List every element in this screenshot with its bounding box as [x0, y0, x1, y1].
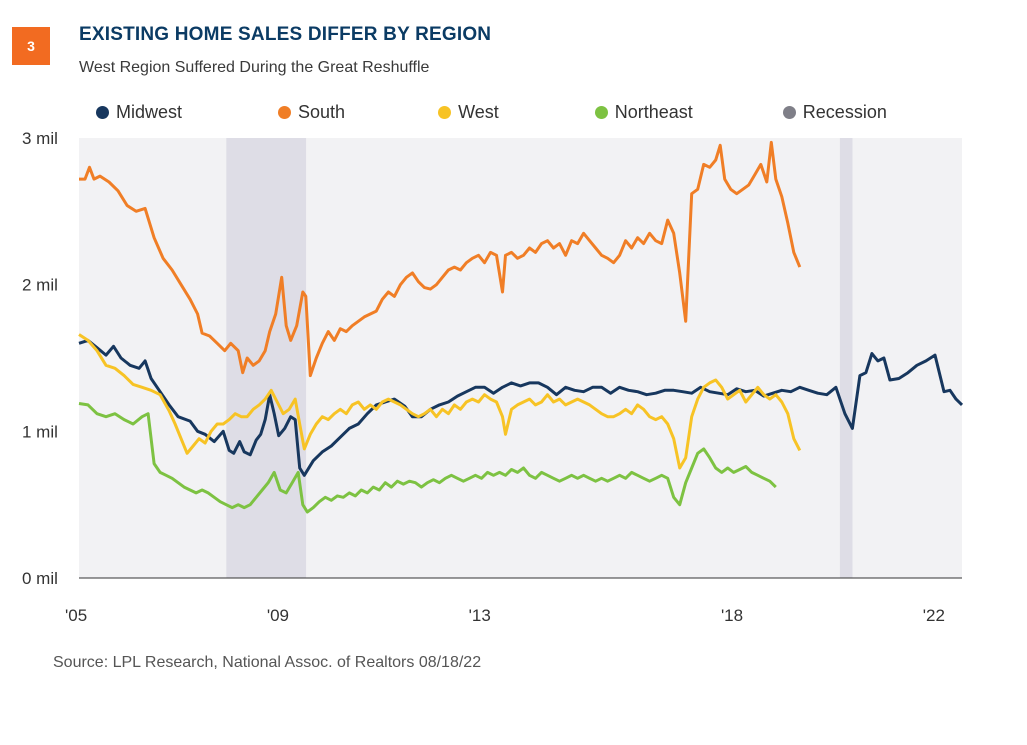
legend-item-west: West — [438, 102, 499, 123]
legend-label-northeast: Northeast — [614, 102, 693, 122]
y-tick-label: 3 mil — [22, 129, 58, 148]
chart-title: EXISTING HOME SALES DIFFER BY REGION — [79, 24, 492, 45]
legend-swatch-south — [278, 106, 292, 119]
source-note: Source: LPL Research, National Assoc. of… — [53, 654, 482, 671]
y-tick-label: 1 mil — [22, 422, 58, 441]
y-tick-label: 2 mil — [22, 276, 58, 295]
x-tick-label: '18 — [721, 606, 743, 625]
series-line-west — [78, 333, 802, 470]
chart-number-badge: 3 — [12, 27, 50, 65]
legend-swatch-recession — [782, 106, 796, 119]
series-line-midwest — [78, 338, 964, 477]
legend-label-west: West — [458, 102, 499, 122]
legend-swatch-midwest — [96, 106, 109, 119]
legend-swatch-west — [438, 106, 452, 119]
x-tick-label: '05 — [65, 606, 87, 625]
series-line-south — [79, 140, 802, 378]
chart-subtitle: West Region Suffered During the Great Re… — [79, 59, 430, 76]
legend-item-recession: Recession — [782, 102, 887, 123]
x-tick-label: '22 — [923, 606, 945, 625]
series-line-northeast — [78, 402, 777, 514]
legend-swatch-northeast — [594, 106, 608, 119]
recession-band-2 — [839, 138, 853, 578]
legend-item-midwest: Midwest — [96, 102, 182, 123]
x-tick-label: '13 — [469, 606, 491, 625]
legend-label-midwest: Midwest — [116, 102, 183, 122]
plot-area — [79, 138, 962, 578]
legend-label-south: South — [298, 102, 346, 122]
y-tick-label: 0 mil — [22, 569, 58, 588]
legend-item-south: South — [278, 102, 345, 123]
legend-label-recession: Recession — [802, 102, 887, 122]
legend-item-northeast: Northeast — [594, 102, 693, 123]
chart-legend: Midwest South West Northeast Recession — [96, 102, 887, 123]
x-tick-label: '09 — [267, 606, 289, 625]
